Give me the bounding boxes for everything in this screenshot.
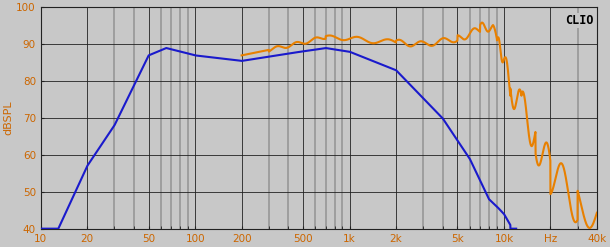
Text: CLIO: CLIO bbox=[565, 14, 594, 27]
Y-axis label: dBSPL: dBSPL bbox=[4, 101, 13, 135]
